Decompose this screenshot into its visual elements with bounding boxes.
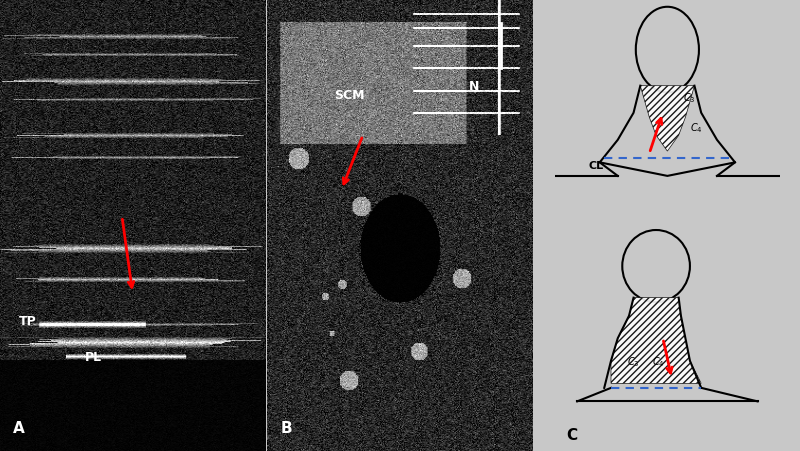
Polygon shape: [611, 298, 701, 383]
Text: $C_3$: $C_3$: [683, 92, 696, 105]
Text: $C_3$: $C_3$: [626, 355, 639, 369]
Text: SCM: SCM: [334, 89, 364, 102]
Text: A: A: [14, 421, 25, 436]
Text: TP: TP: [18, 315, 36, 328]
Text: PL: PL: [85, 351, 102, 364]
Text: C: C: [566, 428, 577, 443]
Text: $C_4$: $C_4$: [690, 121, 702, 134]
Text: B: B: [281, 421, 292, 436]
Text: N: N: [469, 80, 479, 93]
Text: $C_4$: $C_4$: [651, 355, 664, 369]
Polygon shape: [640, 86, 694, 151]
Text: CL: CL: [589, 161, 603, 171]
